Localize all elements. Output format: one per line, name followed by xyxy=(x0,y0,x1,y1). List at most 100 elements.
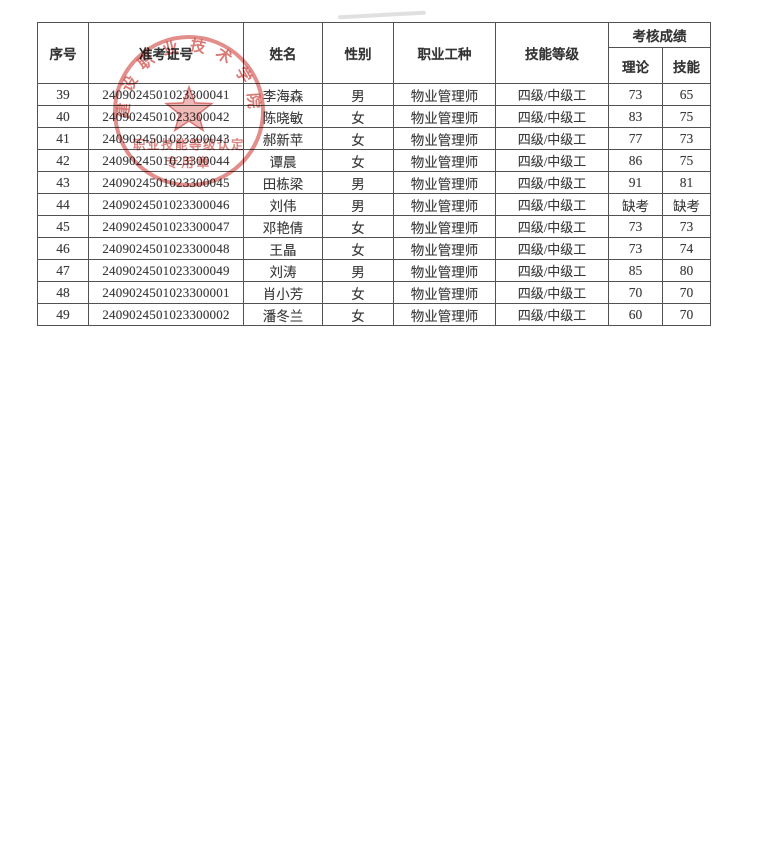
cell-id: 2409024501023300045 xyxy=(88,171,244,194)
cell-name: 邓艳倩 xyxy=(243,215,323,238)
cell-level: 四级/中级工 xyxy=(495,105,609,128)
cell-id: 2409024501023300043 xyxy=(88,127,244,150)
table-row: 43 2409024501023300045 田栋梁男物业管理师 四级/中级工 91 81 xyxy=(37,171,711,194)
cell-occupation: 物业管理师 xyxy=(393,259,496,282)
cell-theory: 缺考 xyxy=(608,193,663,216)
cell-theory: 70 xyxy=(608,281,663,304)
header-skill-score: 技能 xyxy=(662,47,711,84)
cell-name: 陈晓敏 xyxy=(243,105,323,128)
cell-skill: 81 xyxy=(662,171,711,194)
cell-skill: 80 xyxy=(662,259,711,282)
cell-name: 刘涛 xyxy=(243,259,323,282)
cell-index: 47 xyxy=(37,259,89,282)
cell-gender: 男 xyxy=(322,171,394,194)
cell-occupation: 物业管理师 xyxy=(393,83,496,106)
cell-name: 郝新苹 xyxy=(243,127,323,150)
cell-theory: 73 xyxy=(608,237,663,260)
cell-index: 39 xyxy=(37,83,89,106)
cell-skill: 70 xyxy=(662,281,711,304)
cell-skill: 75 xyxy=(662,105,711,128)
cell-id: 2409024501023300048 xyxy=(88,237,244,260)
cell-gender: 女 xyxy=(322,149,394,172)
cell-skill: 缺考 xyxy=(662,193,711,216)
cell-theory: 91 xyxy=(608,171,663,194)
header-admission-no: 准考证号 xyxy=(88,22,244,84)
table-row: 45 2409024501023300047 邓艳倩女物业管理师 四级/中级工 73 73 xyxy=(37,215,711,238)
table-row: 40 2409024501023300042 陈晓敏女物业管理师 四级/中级工 83 75 xyxy=(37,105,711,128)
cell-gender: 女 xyxy=(322,127,394,150)
cell-level: 四级/中级工 xyxy=(495,259,609,282)
cell-occupation: 物业管理师 xyxy=(393,171,496,194)
cell-name: 李海森 xyxy=(243,83,323,106)
cell-occupation: 物业管理师 xyxy=(393,193,496,216)
cell-theory: 73 xyxy=(608,83,663,106)
cell-name: 王晶 xyxy=(243,237,323,260)
cell-gender: 女 xyxy=(322,303,394,326)
cell-occupation: 物业管理师 xyxy=(393,281,496,304)
table-row: 48 2409024501023300001 肖小芳女物业管理师 四级/中级工 70 70 xyxy=(37,281,711,304)
header-theory-score: 理论 xyxy=(608,47,663,84)
cell-gender: 女 xyxy=(322,215,394,238)
cell-gender: 男 xyxy=(322,193,394,216)
cell-id: 2409024501023300041 xyxy=(88,83,244,106)
table-row: 41 2409024501023300043 郝新苹女物业管理师 四级/中级工 77 73 xyxy=(37,127,711,150)
cell-id: 2409024501023300001 xyxy=(88,281,244,304)
cell-level: 四级/中级工 xyxy=(495,193,609,216)
cell-id: 2409024501023300046 xyxy=(88,193,244,216)
cell-level: 四级/中级工 xyxy=(495,215,609,238)
cell-index: 44 xyxy=(37,193,89,216)
cell-index: 45 xyxy=(37,215,89,238)
cell-occupation: 物业管理师 xyxy=(393,127,496,150)
cell-index: 40 xyxy=(37,105,89,128)
cell-occupation: 物业管理师 xyxy=(393,215,496,238)
cell-gender: 女 xyxy=(322,237,394,260)
cell-index: 46 xyxy=(37,237,89,260)
cell-level: 四级/中级工 xyxy=(495,83,609,106)
cell-theory: 86 xyxy=(608,149,663,172)
cell-index: 41 xyxy=(37,127,89,150)
cell-theory: 77 xyxy=(608,127,663,150)
cell-skill: 73 xyxy=(662,215,711,238)
cell-theory: 83 xyxy=(608,105,663,128)
cell-level: 四级/中级工 xyxy=(495,237,609,260)
cell-occupation: 物业管理师 xyxy=(393,303,496,326)
cell-index: 43 xyxy=(37,171,89,194)
cell-index: 48 xyxy=(37,281,89,304)
cell-occupation: 物业管理师 xyxy=(393,105,496,128)
cell-level: 四级/中级工 xyxy=(495,127,609,150)
exam-results-table: 序号 准考证号 姓名 性别 职业工种 技能等级 考核成绩 理论 技能 39 240… xyxy=(37,22,711,326)
table-row: 49 2409024501023300002 潘冬兰女物业管理师 四级/中级工 60 70 xyxy=(37,303,711,326)
cell-name: 潘冬兰 xyxy=(243,303,323,326)
cell-gender: 男 xyxy=(322,259,394,282)
table-row: 47 2409024501023300049 刘涛男物业管理师 四级/中级工 85 80 xyxy=(37,259,711,282)
cell-skill: 75 xyxy=(662,149,711,172)
cell-occupation: 物业管理师 xyxy=(393,149,496,172)
cell-name: 刘伟 xyxy=(243,193,323,216)
cell-level: 四级/中级工 xyxy=(495,303,609,326)
cell-id: 2409024501023300042 xyxy=(88,105,244,128)
header-occupation: 职业工种 xyxy=(393,22,496,84)
cell-id: 2409024501023300044 xyxy=(88,149,244,172)
cell-skill: 70 xyxy=(662,303,711,326)
cell-level: 四级/中级工 xyxy=(495,171,609,194)
cell-gender: 女 xyxy=(322,105,394,128)
cell-level: 四级/中级工 xyxy=(495,149,609,172)
cell-id: 2409024501023300002 xyxy=(88,303,244,326)
cell-name: 田栋梁 xyxy=(243,171,323,194)
cell-gender: 男 xyxy=(322,83,394,106)
table-body: 39 2409024501023300041 李海森男物业管理师 四级/中级工 73 65… xyxy=(37,83,711,326)
cell-name: 谭晨 xyxy=(243,149,323,172)
header-score-group: 考核成绩 xyxy=(608,22,711,48)
cell-skill: 65 xyxy=(662,83,711,106)
table-row: 46 2409024501023300048 王晶女物业管理师 四级/中级工 73 74 xyxy=(37,237,711,260)
table-header: 序号 准考证号 姓名 性别 职业工种 技能等级 考核成绩 理论 技能 xyxy=(37,22,711,84)
cell-occupation: 物业管理师 xyxy=(393,237,496,260)
header-name: 姓名 xyxy=(243,22,323,84)
cell-skill: 73 xyxy=(662,127,711,150)
cell-theory: 60 xyxy=(608,303,663,326)
cell-index: 42 xyxy=(37,149,89,172)
cell-theory: 85 xyxy=(608,259,663,282)
cell-index: 49 xyxy=(37,303,89,326)
header-gender: 性别 xyxy=(322,22,394,84)
